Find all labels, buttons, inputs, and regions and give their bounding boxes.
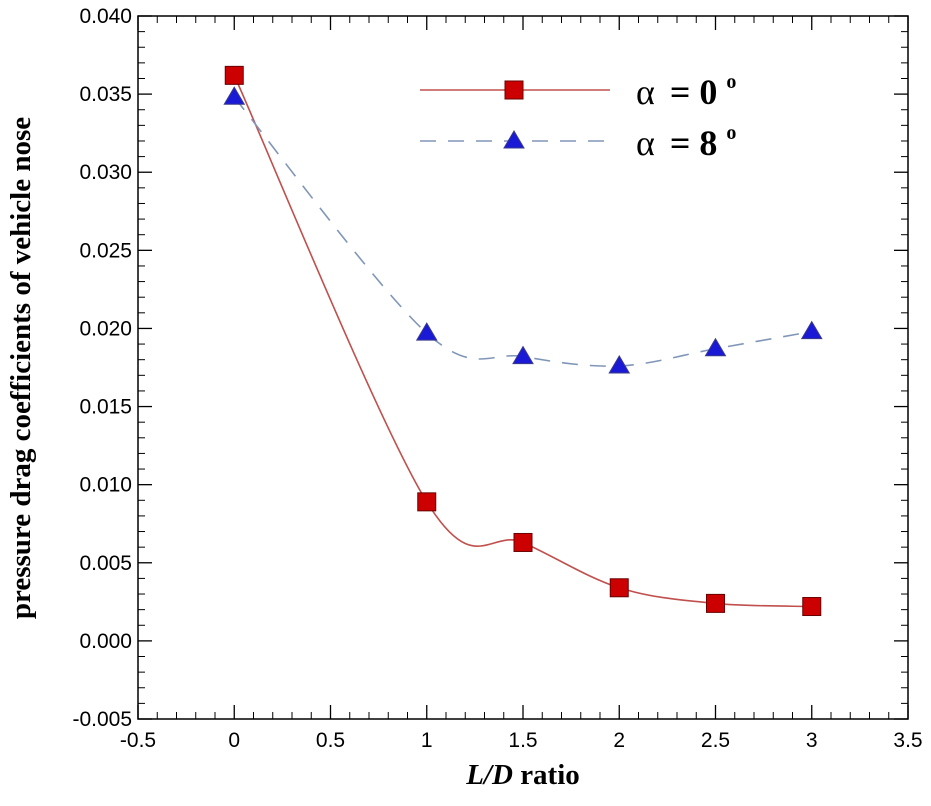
x-tick-label: 1 [421,729,433,752]
series-0-point [224,65,244,85]
x-axis-title: L/D ratio [465,759,580,791]
legend-label-alpha-0: α = 0 o [636,71,736,112]
series-layer [223,65,823,617]
x-tick-label: 0 [228,729,240,752]
series-0-point [417,492,437,512]
y-tick-labels: -0.005 0.000 0.005 0.010 0.015 0.020 0.025 0.03… [72,5,132,731]
series-0-point [609,578,629,598]
y-axis-title: pressure drag coefficients of vehicle no… [5,117,37,619]
x-tick-label: -0.5 [120,729,156,752]
y-tick-label: 0.020 [79,317,132,340]
legend-degree-0: o [726,71,736,93]
x-tick-label: 2 [613,729,625,752]
x-tick-label: 0.5 [316,729,345,752]
legend-degree-8: o [726,122,736,144]
y-tick-label: 0.010 [79,474,132,497]
series-1-point [415,322,438,341]
series-0-point [802,597,822,617]
legend-symbol-8: α [636,123,655,163]
x-tick-label: 1.5 [508,729,537,752]
series-1-point [800,320,823,340]
axis-ticks [137,15,909,720]
y-tick-label: 0.035 [79,83,132,106]
x-axis-title-italic: L/D [465,759,513,791]
series-1-point [223,86,246,105]
series-1-point [608,354,631,374]
x-axis-title-rest: ratio [513,759,580,791]
legend-marker-square [504,80,524,100]
legend-label-alpha-8: α = 8 o [636,122,736,163]
series-1-point [704,337,727,357]
legend-value-0: = 0 [670,72,718,112]
x-tick-label: 3 [806,729,818,752]
legend-symbol-0: α [636,72,655,112]
series-0-point [513,532,533,552]
y-tick-label: 0.000 [79,630,132,653]
y-tick-label: -0.005 [72,708,132,731]
y-tick-label: 0.030 [79,161,132,184]
series-0-point [706,593,725,613]
y-tick-label: 0.005 [79,552,132,575]
legend-marker-triangle [503,130,525,149]
x-tick-label: 2.5 [701,729,730,752]
series-1-point [512,345,534,365]
legend-value-8: = 8 [670,123,718,163]
y-tick-label: 0.025 [79,239,132,262]
x-tick-labels: -0.5 0 0.5 1 1.5 2 2.5 3 3.5 [120,729,923,752]
y-tick-label: 0.015 [79,396,132,419]
x-tick-label: 3.5 [893,729,922,752]
legend: α = 0 o α = 8 o [420,71,736,163]
y-tick-label: 0.040 [79,5,132,28]
